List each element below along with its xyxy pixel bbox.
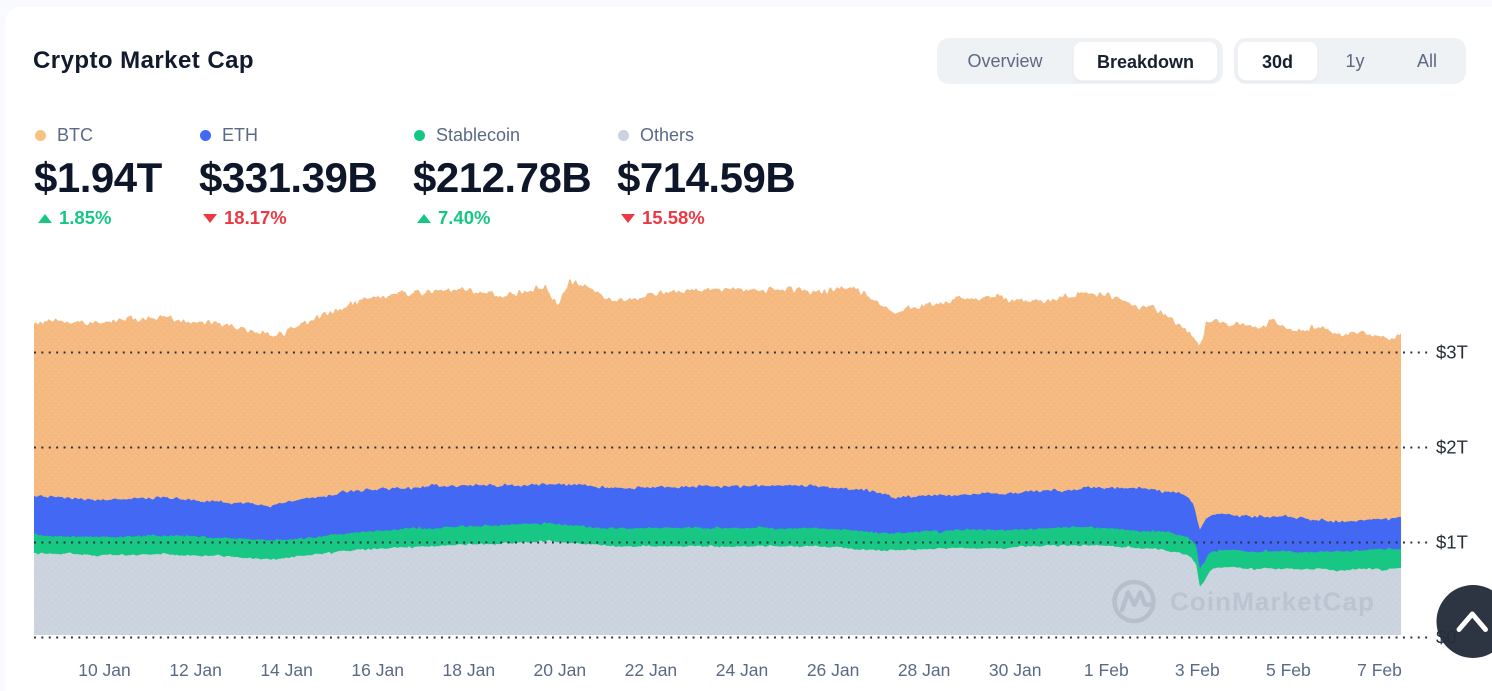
svg-text:12 Jan: 12 Jan [169,660,222,680]
svg-text:$3T: $3T [1436,341,1468,362]
svg-text:14 Jan: 14 Jan [260,660,313,680]
svg-text:$1T: $1T [1436,531,1468,552]
svg-text:CoinMarketCap: CoinMarketCap [1170,587,1375,617]
svg-text:$0: $0 [1436,626,1457,647]
svg-text:16 Jan: 16 Jan [351,660,404,680]
svg-text:30 Jan: 30 Jan [989,660,1042,680]
svg-text:3 Feb: 3 Feb [1175,660,1220,680]
svg-text:18 Jan: 18 Jan [443,660,496,680]
svg-text:$2T: $2T [1436,436,1468,457]
svg-text:10 Jan: 10 Jan [78,660,131,680]
svg-text:20 Jan: 20 Jan [534,660,587,680]
svg-text:7 Feb: 7 Feb [1357,660,1402,680]
svg-text:28 Jan: 28 Jan [898,660,951,680]
svg-text:5 Feb: 5 Feb [1266,660,1311,680]
svg-text:24 Jan: 24 Jan [716,660,769,680]
svg-text:22 Jan: 22 Jan [625,660,678,680]
svg-text:1 Feb: 1 Feb [1084,660,1129,680]
svg-text:26 Jan: 26 Jan [807,660,860,680]
